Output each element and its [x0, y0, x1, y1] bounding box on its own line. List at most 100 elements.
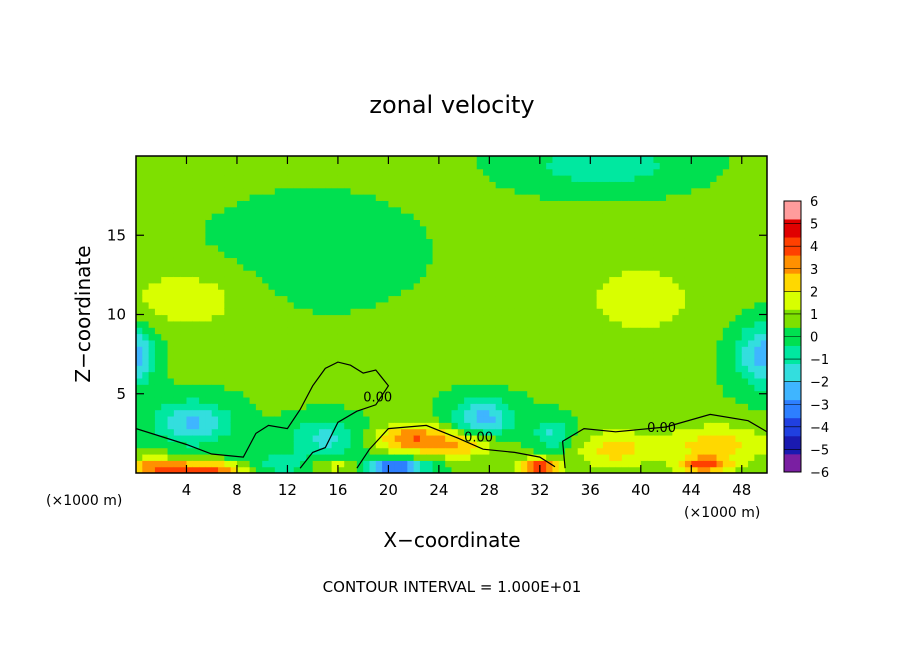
heat-cell — [445, 396, 453, 404]
heat-cell — [571, 434, 579, 442]
heat-cell — [470, 213, 478, 220]
heat-cell — [331, 403, 339, 411]
heat-cell — [684, 339, 692, 347]
heat-cell — [501, 263, 509, 271]
heat-cell — [142, 358, 150, 366]
heat-cell — [344, 200, 352, 208]
heat-cell — [224, 238, 232, 246]
heat-cell — [161, 371, 169, 379]
heat-cell — [344, 181, 352, 189]
heat-cell — [691, 270, 699, 278]
heat-cell — [716, 352, 724, 360]
heat-cell — [552, 295, 560, 303]
heat-cell — [243, 244, 251, 252]
heat-cell — [167, 320, 175, 328]
heat-cell — [609, 244, 617, 252]
heat-cell — [388, 447, 396, 455]
heat-cell — [602, 181, 610, 189]
heat-cell — [218, 403, 225, 411]
heat-cell — [609, 282, 617, 290]
heat-cell — [590, 403, 598, 411]
heat-cell — [464, 384, 472, 392]
heat-cell — [249, 251, 257, 259]
heat-cell — [199, 320, 207, 328]
heat-cell — [602, 251, 610, 259]
heat-cell — [735, 251, 743, 259]
heat-cell — [596, 200, 604, 208]
heat-cell — [382, 301, 389, 309]
heat-cell — [306, 371, 314, 379]
heat-cell — [457, 339, 465, 347]
heat-cell — [514, 238, 522, 246]
heat-cell — [678, 263, 686, 271]
heat-cell — [268, 466, 276, 473]
heat-cell — [558, 358, 566, 366]
heat-cell — [344, 162, 352, 170]
heat-cell — [584, 213, 591, 220]
heat-cell — [716, 200, 724, 208]
heat-cell — [748, 377, 755, 385]
heat-cell — [142, 346, 150, 354]
heat-cell — [192, 365, 200, 373]
heat-cell — [281, 301, 289, 309]
heat-cell — [413, 156, 421, 163]
heat-cell — [653, 251, 661, 259]
heat-cell — [476, 232, 484, 240]
heat-cell — [514, 447, 522, 455]
heat-cell — [344, 257, 352, 265]
heat-cell — [375, 200, 383, 208]
heat-cell — [344, 441, 352, 449]
heat-cell — [464, 206, 472, 214]
heat-cell — [375, 225, 383, 233]
heat-cell — [161, 415, 169, 423]
heat-cell — [754, 428, 762, 436]
heat-cell — [691, 365, 699, 373]
heat-cell — [615, 403, 623, 411]
heat-cell — [356, 346, 364, 354]
heat-cell — [546, 320, 554, 328]
heat-cell — [527, 422, 535, 430]
heat-cell — [268, 175, 276, 182]
heat-cell — [318, 206, 326, 214]
heat-cell — [565, 238, 572, 246]
heat-cell — [552, 441, 560, 449]
heat-cell — [363, 289, 371, 297]
heat-cell — [312, 320, 320, 328]
heat-cell — [754, 403, 762, 411]
heat-cell — [647, 352, 655, 360]
heat-cell — [615, 377, 623, 385]
heat-cell — [211, 200, 219, 208]
heat-cell — [520, 295, 528, 303]
heat-cell — [274, 200, 282, 208]
heat-cell — [565, 466, 572, 473]
heat-cell — [306, 232, 314, 240]
heat-cell — [634, 320, 642, 328]
heat-cell — [590, 384, 598, 392]
heat-cell — [666, 320, 673, 328]
heat-cell — [609, 219, 617, 227]
heat-cell — [634, 257, 642, 265]
heat-cell — [748, 460, 755, 468]
heat-cell — [331, 289, 339, 297]
heat-cell — [596, 289, 604, 297]
heat-cell — [401, 181, 408, 189]
heat-cell — [426, 346, 434, 354]
heat-cell — [558, 175, 566, 182]
heat-cell — [274, 352, 282, 360]
heat-cell — [318, 314, 326, 322]
heat-cell — [192, 194, 200, 201]
heat-cell — [154, 333, 162, 341]
heat-cell — [697, 365, 705, 373]
heat-cell — [142, 396, 150, 404]
heat-cell — [520, 422, 528, 430]
heat-cell — [432, 314, 440, 322]
heat-cell — [344, 175, 352, 182]
heat-cell — [621, 308, 629, 316]
heat-cell — [508, 181, 516, 189]
heat-cell — [754, 232, 762, 240]
heat-cell — [678, 371, 686, 379]
heat-cell — [281, 453, 289, 461]
heat-cell — [527, 270, 535, 278]
heat-cell — [136, 384, 143, 392]
heat-cell — [470, 384, 478, 392]
